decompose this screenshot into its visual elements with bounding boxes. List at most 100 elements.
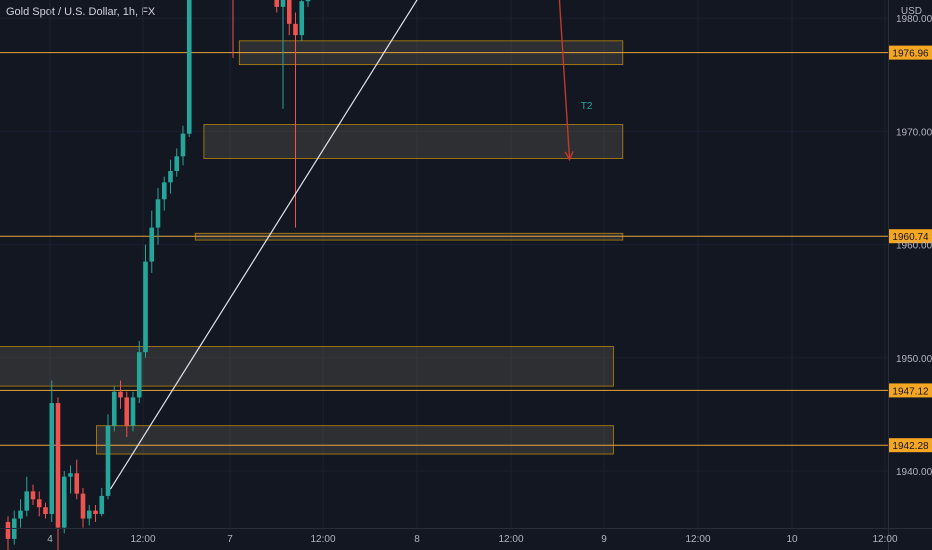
candle-body bbox=[299, 1, 305, 36]
projection-arrowhead bbox=[564, 151, 574, 162]
y-tick-label: 1940.00 bbox=[896, 467, 932, 478]
candle bbox=[305, 0, 311, 7]
candle bbox=[68, 465, 73, 494]
y-tick-label: 1970.00 bbox=[896, 127, 932, 138]
chart-title: Gold Spot / U.S. Dollar, 1h, FX bbox=[6, 6, 156, 18]
candle bbox=[30, 484, 36, 505]
candle-body bbox=[111, 391, 117, 426]
x-tick-label: 4 bbox=[47, 534, 53, 545]
candle-body bbox=[55, 403, 61, 528]
y-tick-label: 1980.00 bbox=[896, 14, 932, 25]
candle bbox=[293, 12, 298, 228]
candle-body bbox=[74, 473, 80, 494]
candle-body bbox=[99, 495, 105, 515]
x-tick-label: 12:00 bbox=[498, 534, 523, 545]
candle bbox=[124, 391, 130, 438]
target-annotation: T2 bbox=[581, 101, 593, 112]
candle bbox=[86, 504, 92, 526]
currency-label: USD bbox=[900, 6, 922, 17]
candle bbox=[49, 380, 55, 522]
candle-body bbox=[86, 510, 92, 519]
candle-body bbox=[136, 352, 142, 398]
candle bbox=[11, 510, 17, 545]
candle bbox=[136, 340, 142, 404]
support-zone bbox=[96, 425, 614, 455]
trendline bbox=[109, 0, 418, 490]
candle bbox=[174, 148, 180, 177]
candle-body bbox=[61, 476, 67, 528]
candle-body bbox=[280, 0, 286, 7]
candle-body bbox=[143, 261, 148, 353]
x-tick-label: 10 bbox=[786, 534, 798, 545]
candle bbox=[149, 210, 155, 273]
candle bbox=[80, 487, 86, 528]
candle bbox=[280, 0, 286, 109]
candle-body bbox=[305, 0, 311, 2]
x-tick-label: 8 bbox=[414, 534, 420, 545]
candle bbox=[232, 0, 234, 58]
candle-body bbox=[43, 507, 48, 515]
candle-body bbox=[68, 473, 73, 477]
candle bbox=[286, 0, 292, 36]
candle-body bbox=[274, 0, 280, 7]
x-tick-label: 12:00 bbox=[685, 534, 710, 545]
candle bbox=[118, 380, 123, 409]
candle-body bbox=[36, 499, 42, 508]
candle-body bbox=[293, 23, 298, 36]
candle bbox=[143, 244, 148, 358]
candle bbox=[299, 0, 305, 41]
price-level-badge bbox=[889, 45, 932, 60]
candle-body bbox=[180, 133, 186, 157]
candle-body bbox=[5, 521, 11, 539]
candle bbox=[24, 476, 30, 517]
candle bbox=[74, 459, 80, 500]
drawings-layer: T3T2T1T1T2 bbox=[109, 0, 593, 490]
support-zone bbox=[203, 124, 624, 159]
zones-layer bbox=[0, 40, 624, 455]
candle-body bbox=[168, 171, 173, 183]
candle bbox=[99, 487, 105, 517]
candle bbox=[186, 0, 192, 138]
candle-body bbox=[124, 397, 130, 426]
y-tick-label: 1960.00 bbox=[896, 241, 932, 252]
candle-body bbox=[149, 227, 155, 262]
candle bbox=[18, 499, 23, 528]
candle bbox=[36, 491, 42, 517]
candle-body bbox=[161, 182, 167, 200]
candle bbox=[274, 0, 280, 13]
candle bbox=[5, 516, 11, 550]
price-level-badge bbox=[889, 383, 932, 398]
grid-layer bbox=[0, 0, 888, 528]
x-tick-label: 9 bbox=[601, 534, 607, 545]
x-tick-label: 7 bbox=[227, 534, 233, 545]
candle bbox=[130, 391, 136, 432]
candle-body bbox=[118, 391, 123, 398]
candle-body bbox=[130, 397, 136, 426]
candle-body bbox=[49, 403, 55, 515]
candle-body bbox=[80, 493, 86, 519]
x-tick-label: 12:00 bbox=[310, 534, 335, 545]
candle-body bbox=[105, 425, 111, 496]
x-tick-label: 12:00 bbox=[872, 534, 897, 545]
candle-body bbox=[155, 199, 161, 228]
candle bbox=[105, 414, 111, 500]
candle bbox=[168, 159, 173, 194]
candle-body bbox=[186, 0, 192, 134]
price-level-label: 1976.96 bbox=[892, 49, 929, 60]
candle bbox=[55, 397, 61, 550]
candle bbox=[161, 176, 167, 211]
price-level-label: 1942.28 bbox=[892, 441, 929, 452]
candle-body bbox=[286, 0, 292, 24]
price-level-badge bbox=[889, 229, 932, 244]
support-zone bbox=[0, 346, 614, 387]
candle bbox=[93, 504, 98, 522]
candle-body bbox=[174, 156, 180, 172]
candle bbox=[155, 188, 161, 245]
price-level-label: 1947.12 bbox=[892, 386, 929, 397]
candle-body bbox=[18, 510, 23, 519]
candle bbox=[180, 125, 186, 166]
candle bbox=[43, 502, 48, 519]
